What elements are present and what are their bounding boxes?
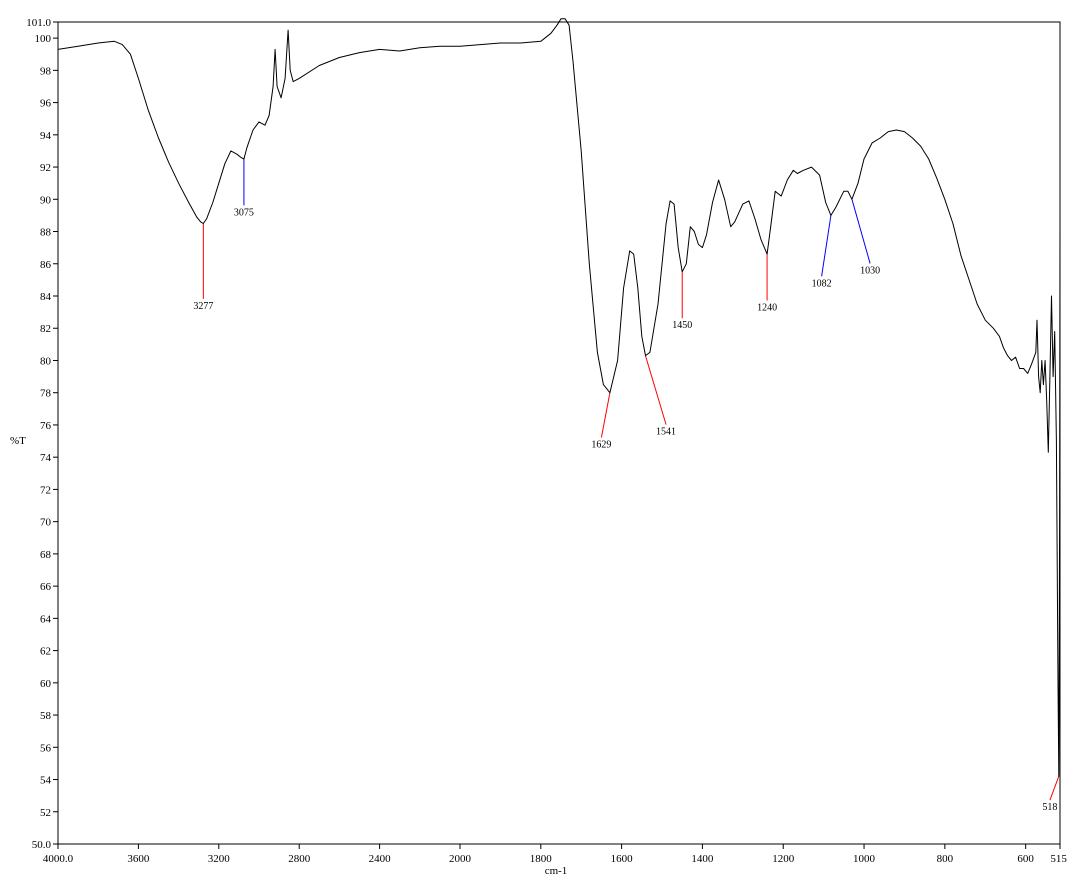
y-tick-label: 64 [40,613,52,625]
peak-marker-line [600,392,611,438]
y-tick-label: 96 [40,98,52,110]
peak-label: 1082 [812,278,832,289]
peak-marker-line [1049,776,1060,801]
peak-annotations: 3277 3075 1629 1541 1450 1240 1082 1030 518 [193,159,1060,813]
spectrum-series [57,18,1061,777]
y-tick-label: 86 [40,259,52,271]
x-axis-ticks: 4000.0 3600 3200 2800 2400 2000 1800 1600 1400 12… [43,844,1067,865]
y-tick-label: 70 [40,517,52,529]
y-tick-label: 56 [40,742,52,754]
x-tick-label: 1800 [530,853,553,865]
y-axis-ticks: 50.0 52 54 56 58 60 62 64 66 68 70 72 74 76 78 80 82 84 86… [26,17,58,851]
x-tick-label: 2000 [449,853,472,865]
y-tick-label: 100 [35,33,52,45]
x-tick-label: 3600 [127,853,150,865]
x-tick-label: 2400 [369,853,392,865]
y-tick-label: 68 [40,549,52,561]
x-tick-label: 4000.0 [43,853,74,865]
y-tick-label: 84 [40,291,52,303]
x-tick-label: 1000 [853,853,876,865]
y-tick-label: 78 [40,388,52,400]
y-tick-label: 72 [40,484,51,496]
x-tick-label: 600 [1017,853,1034,865]
x-tick-label: 1400 [691,853,714,865]
plot-frame [57,21,1061,845]
y-tick-label: 90 [40,194,52,206]
y-tick-label: 58 [40,710,52,722]
y-tick-label: 74 [40,452,52,464]
y-tick-label: 92 [40,162,51,174]
peak-label: 518 [1042,802,1057,813]
y-tick-label: 52 [40,807,51,819]
x-tick-label: 515. [1050,853,1067,865]
y-tick-label: 98 [40,65,52,77]
x-tick-label: 2800 [288,853,311,865]
peak-marker-line [851,199,871,264]
y-tick-label: 54 [40,775,52,787]
y-tick-label: 62 [40,646,51,658]
x-tick-label: 1200 [772,853,795,865]
x-tick-label: 1600 [611,853,634,865]
peak-label: 1629 [591,440,611,451]
y-tick-label: 82 [40,323,51,335]
peak-label: 3075 [234,207,254,218]
peak-marker-line [821,215,832,277]
peak-label: 3277 [193,301,213,312]
x-axis-label: cm-1 [545,865,568,876]
y-tick-label: 94 [40,130,52,142]
spectrum-line [57,18,1061,777]
y-tick-label: 66 [40,581,52,593]
y-tick-label: 88 [40,227,52,239]
x-tick-label: 800 [937,853,954,865]
y-tick-label: 60 [40,678,52,690]
peak-label: 1541 [656,427,676,438]
peak-label: 1450 [672,320,692,331]
y-axis-label: %T [10,435,26,447]
y-tick-label: 80 [40,355,52,367]
y-tick-label: 101.0 [26,17,51,29]
peak-marker-line [644,355,667,425]
y-tick-label: 50.0 [32,839,52,851]
y-tick-label: 76 [40,420,52,432]
x-tick-label: 3200 [208,853,231,865]
peak-label: 1030 [860,265,880,276]
peak-label: 1240 [757,303,777,314]
